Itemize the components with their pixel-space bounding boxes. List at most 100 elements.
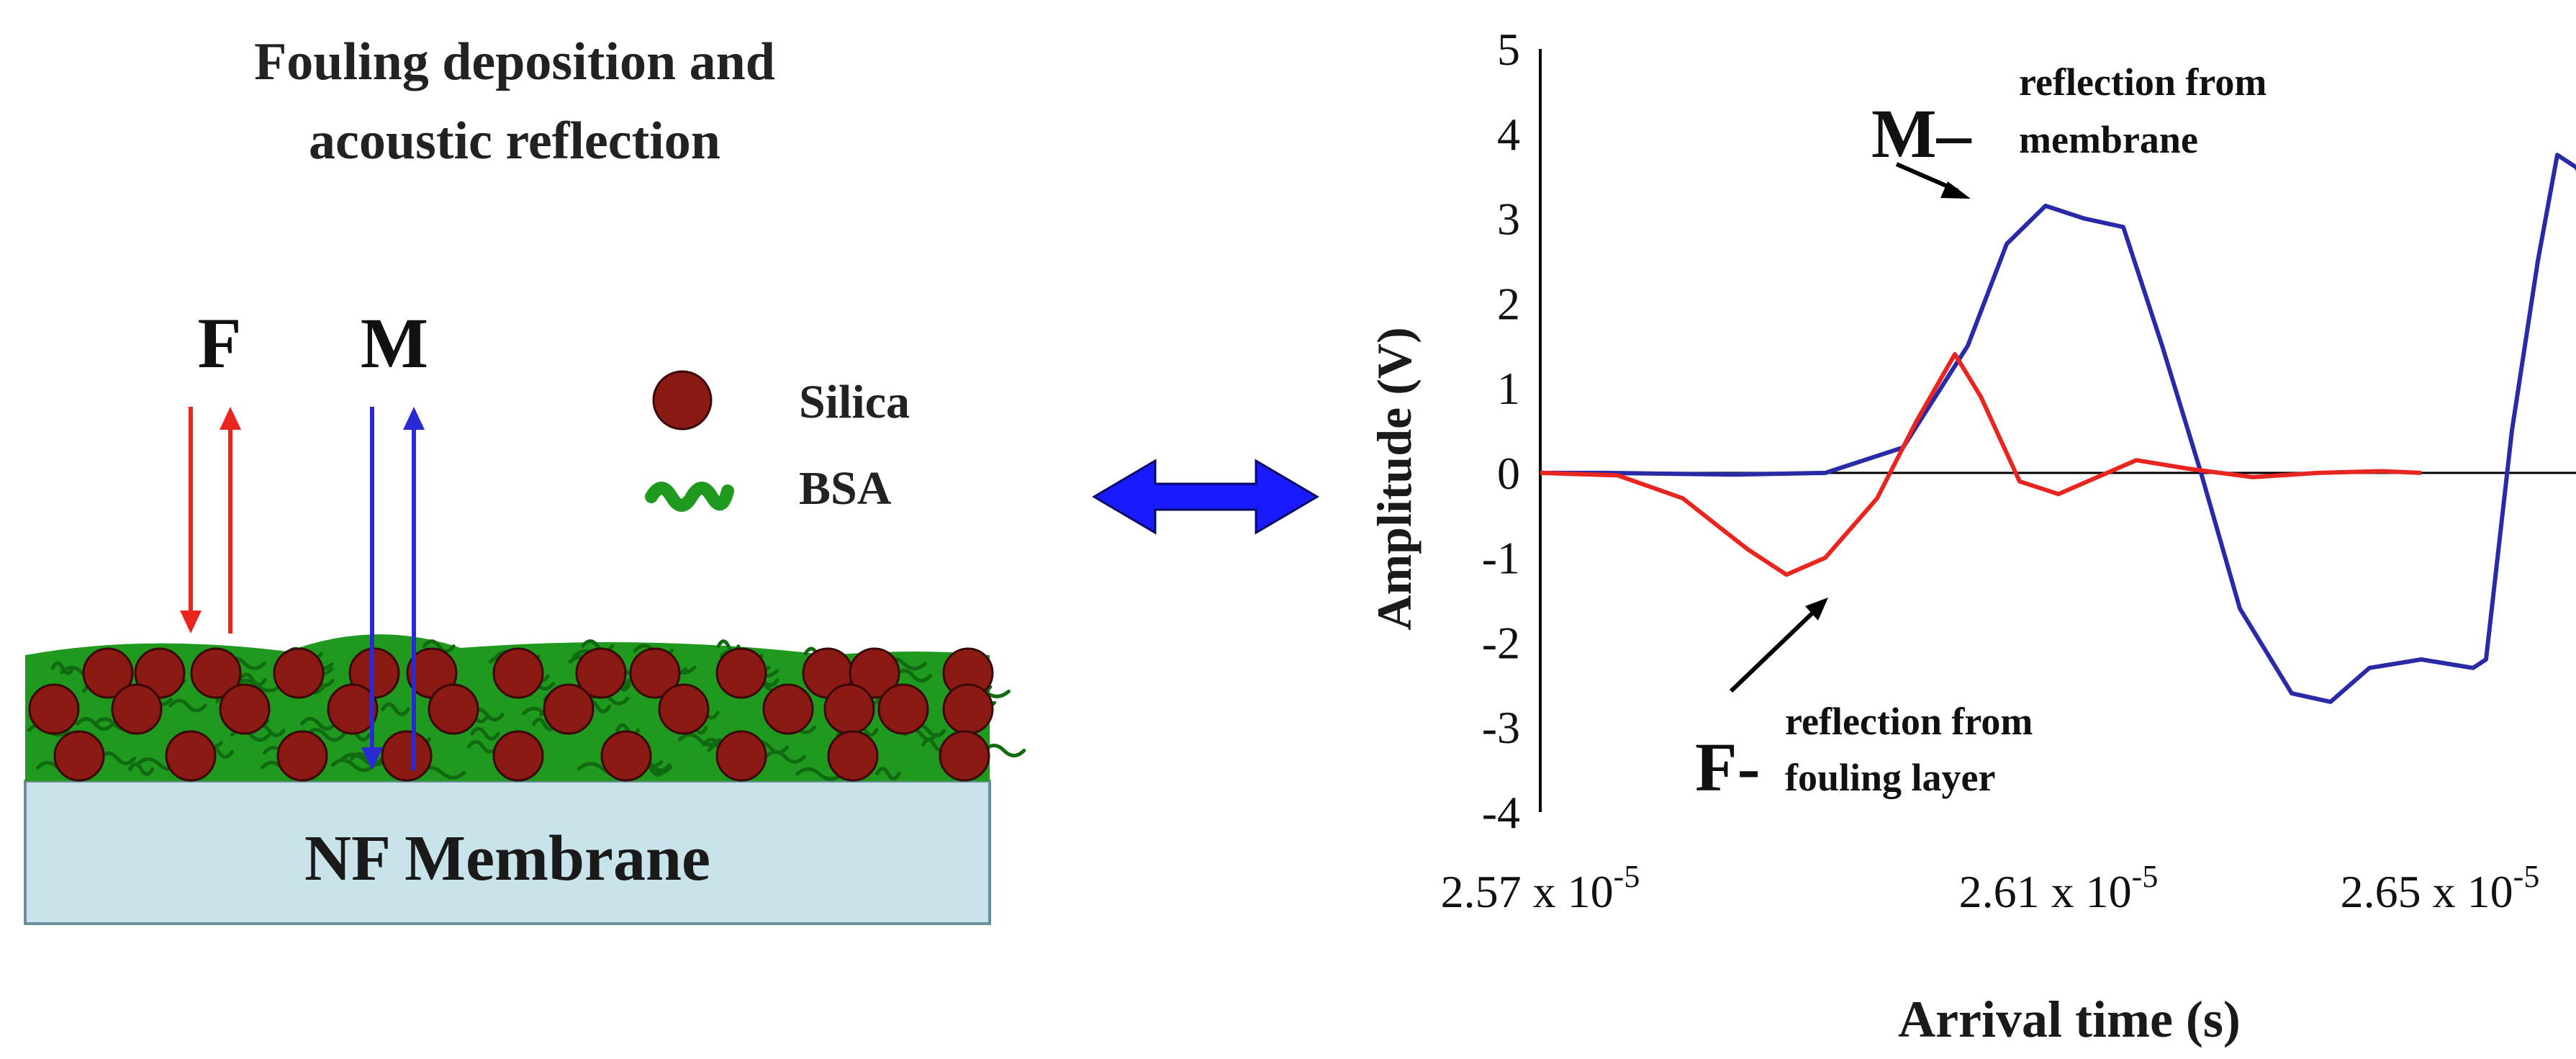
svg-text:F-: F-	[1695, 729, 1761, 806]
silica-particle	[575, 647, 627, 699]
f-arrows	[180, 407, 241, 634]
bsa-strand	[97, 751, 137, 765]
silica-particle	[28, 683, 80, 735]
bsa-strand	[381, 702, 410, 716]
silica-particle	[134, 647, 186, 699]
bsa-strand	[128, 762, 155, 776]
silica-particle	[600, 730, 652, 782]
y-tick-labels: 5 4 3 2 1 0 -1 -2 -3 -4	[1482, 24, 1520, 838]
silica-particle	[942, 683, 994, 735]
annotation-m-letter: M	[1871, 95, 1937, 172]
annotation-m-line1: reflection from	[2019, 60, 2267, 104]
x-tick-label: 2.65 x 10-5	[2341, 859, 2540, 917]
fouling-layer	[25, 634, 1026, 782]
silica-particle	[658, 683, 710, 735]
double-arrow	[1092, 459, 1319, 535]
silica-particle	[428, 683, 479, 735]
silica-particle	[877, 683, 929, 735]
x-tick-labels: 2.57 x 10-5 2.61 x 10-5 2.65 x 10-5	[1441, 859, 2540, 917]
annotation-f-letter: F	[1695, 729, 1737, 806]
annotation-m-line2: membrane	[2019, 118, 2198, 161]
bsa-strand	[168, 698, 207, 713]
x-tick-label: 2.57 x 10-5	[1441, 859, 1640, 917]
bsa-strand	[795, 767, 844, 781]
silica-particle	[276, 730, 328, 782]
membrane-label: NF Membrane	[304, 823, 710, 894]
bsa-strand	[330, 758, 376, 772]
silica-particle	[53, 730, 105, 782]
bsa-strand	[470, 726, 500, 741]
annotation-m-dash: –	[1936, 95, 1972, 172]
silica-particle	[823, 683, 875, 735]
silica-particle	[543, 683, 595, 735]
m-arrows	[361, 407, 425, 770]
silica-particle	[165, 730, 217, 782]
silica-particle	[82, 647, 134, 699]
series-line-0	[1540, 153, 2576, 704]
bsa-strand	[238, 672, 267, 687]
y-tick-label: -3	[1482, 702, 1520, 753]
y-tick-label: 1	[1497, 363, 1520, 414]
bsa-strand	[893, 669, 933, 682]
silica-particle	[715, 730, 767, 782]
silica-particle	[849, 647, 900, 699]
bsa-strand	[677, 732, 721, 747]
bsa-strand	[50, 661, 75, 675]
legend-silica-label: Silica	[799, 376, 910, 428]
bsa-strand	[232, 678, 282, 693]
x-tick-label: 2.61 x 10-5	[1959, 859, 2159, 917]
amplitude-chart: Amplitude (V) 5 4 3 2 1 0 -1 -2 -3 -4 2.57 x 10-5…	[1367, 24, 2576, 1048]
bsa-strand	[340, 752, 389, 767]
y-tick-label: -4	[1482, 787, 1520, 838]
silica-legend-icon	[652, 370, 713, 431]
silica-particle	[762, 683, 814, 735]
y-axis-title: Amplitude (V)	[1367, 327, 1422, 630]
silica-particle	[381, 730, 433, 782]
y-tick-label: 4	[1497, 109, 1520, 160]
diagram-title-line2: acoustic reflection	[309, 112, 720, 171]
fouling-diagram: Fouling deposition and acoustic reflecti…	[24, 32, 1026, 925]
silica-particle	[827, 730, 879, 782]
plot-area	[1539, 49, 2576, 812]
bsa-strand	[304, 728, 345, 742]
y-tick-label: 3	[1497, 194, 1520, 245]
series-line-1	[1540, 352, 2422, 577]
legend-bsa-label: BSA	[799, 462, 892, 515]
annotation-f: F- reflection from fouling layer	[1695, 598, 2033, 806]
annotation-m: M– reflection from membrane	[1871, 60, 2267, 199]
bsa-strand	[422, 639, 456, 654]
annotation-f-dash: -	[1737, 729, 1761, 806]
bsa-strand	[764, 749, 806, 764]
silica-particle	[111, 683, 163, 735]
y-tick-label: 0	[1497, 448, 1520, 499]
silica-particle	[327, 683, 379, 735]
silica-particle	[629, 647, 681, 699]
f-label: F	[197, 303, 241, 383]
y-tick-label: 2	[1497, 278, 1520, 329]
x-axis-title: Arrival time (s)	[1898, 991, 2241, 1048]
annotation-f-line1: reflection from	[1785, 700, 2033, 743]
svg-text:M–: M–	[1871, 95, 1972, 172]
bsa-strand	[299, 716, 338, 731]
annotation-f-line2: fouling layer	[1785, 756, 1996, 799]
bsa-strand	[466, 739, 500, 754]
silica-particle	[273, 647, 325, 699]
y-tick-label: -1	[1482, 533, 1520, 584]
silica-particle	[190, 647, 242, 699]
bsa-strand	[76, 717, 115, 731]
nf-membrane	[24, 780, 991, 925]
silica-particle	[492, 647, 544, 699]
bsa-strand	[875, 767, 901, 781]
silica-particle	[219, 683, 271, 735]
bsa-strand	[982, 744, 1026, 758]
bsa-legend-icon	[645, 482, 734, 512]
diagram-title-line1: Fouling deposition and	[254, 32, 775, 91]
legend: Silica BSA	[645, 370, 910, 515]
silica-particle	[939, 730, 990, 782]
y-tick-label: 5	[1497, 24, 1520, 75]
silica-particle	[715, 647, 767, 699]
silica-particle	[492, 730, 544, 782]
m-label: M	[361, 303, 428, 383]
